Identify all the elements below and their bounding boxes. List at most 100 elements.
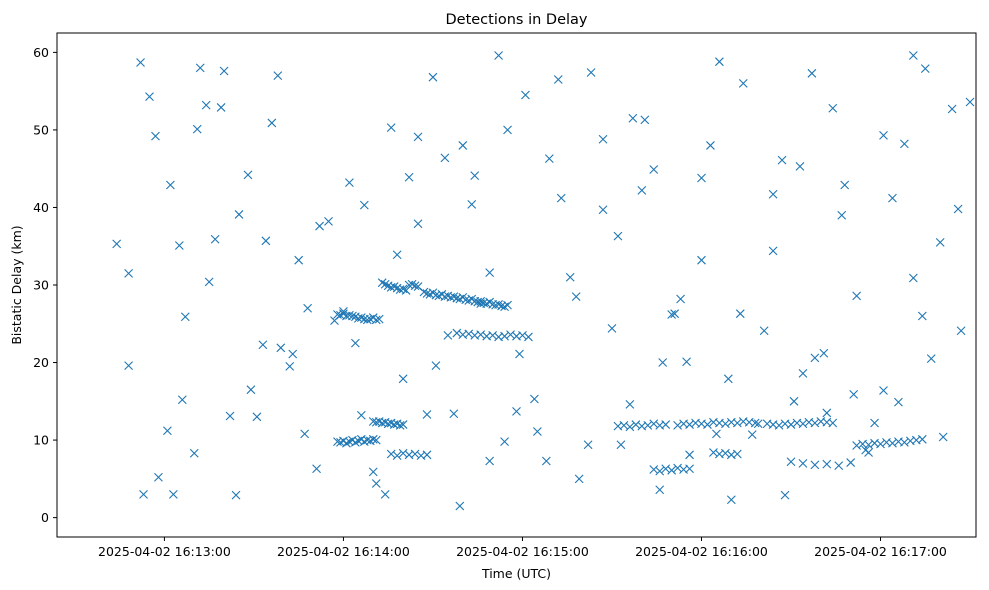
detection-point [795, 161, 805, 171]
detection-point [512, 406, 521, 416]
detection-point [956, 326, 966, 336]
detection-point [750, 418, 760, 428]
detection-point [345, 178, 354, 188]
detection-point [234, 210, 244, 219]
detection-point [637, 186, 647, 195]
detection-point [565, 272, 575, 282]
detection-point [500, 302, 509, 312]
detection-point [398, 420, 408, 429]
detection-point [852, 291, 862, 301]
detection-point [786, 457, 796, 467]
detection-point [908, 273, 918, 283]
detection-point [300, 429, 310, 439]
detection-point [619, 420, 629, 430]
detection-point [828, 103, 838, 113]
detection-point [443, 331, 453, 340]
detection-point [392, 451, 402, 460]
detection-point [243, 170, 253, 180]
detection-point [649, 419, 659, 429]
detection-point [201, 100, 211, 110]
detection-point [598, 205, 608, 215]
detection-point [500, 437, 509, 447]
detection-point [965, 97, 975, 107]
detection-point [879, 130, 888, 140]
detection-point [834, 461, 844, 471]
detection-point [455, 501, 465, 511]
detection-point [413, 219, 423, 229]
detection-point [303, 303, 313, 313]
detection-point [607, 324, 617, 333]
detection-point [917, 311, 927, 321]
detection-point [697, 255, 706, 265]
detection-point [139, 489, 148, 499]
detection-point [649, 165, 659, 174]
detection-point [151, 131, 160, 141]
detection-point [530, 394, 539, 404]
detection-point [544, 154, 554, 164]
y-tick-label: 40 [33, 200, 49, 215]
detection-point [356, 313, 366, 322]
y-axis: 0 10 20 30 40 50 60 [33, 45, 57, 525]
detection-point [440, 153, 450, 163]
detection-point [837, 210, 847, 220]
detection-point [786, 420, 796, 429]
detection-point [371, 315, 381, 325]
detection-point [404, 172, 414, 182]
detection-point [879, 386, 888, 395]
detection-point [685, 450, 694, 460]
detection-point [819, 348, 829, 358]
detection-point [917, 434, 927, 444]
detection-point [362, 315, 372, 325]
detection-point [661, 420, 671, 429]
y-tick-label: 10 [33, 433, 49, 448]
detection-point [768, 189, 778, 199]
chart-title: Detections in Delay [445, 12, 587, 28]
detection-point [348, 311, 357, 321]
detection-point [598, 134, 608, 144]
detection-point [685, 420, 694, 429]
detection-point [574, 474, 584, 484]
detection-point [894, 397, 903, 407]
y-tick-label: 30 [33, 278, 49, 293]
detection-point [359, 200, 369, 210]
detection-point [625, 422, 635, 432]
detection-point [888, 193, 897, 203]
detection-point [324, 217, 333, 226]
detection-point [613, 231, 623, 241]
detection-point [732, 418, 742, 428]
detection-point [163, 426, 172, 436]
x-tick-label: 2025-04-02 16:15:00 [456, 544, 589, 559]
detection-point [380, 489, 390, 499]
detection-point [189, 448, 199, 458]
detection-point [807, 68, 817, 78]
detection-point [124, 361, 133, 371]
detection-point [449, 292, 459, 302]
detection-point [631, 420, 641, 429]
detection-point [258, 340, 268, 350]
detection-point [231, 490, 241, 500]
detection-point [810, 353, 820, 363]
detection-point [768, 246, 778, 256]
detection-point [518, 331, 527, 340]
detection-point [661, 464, 671, 474]
detection-point [154, 472, 163, 482]
detection-point [670, 309, 680, 319]
detection-point [640, 115, 650, 125]
detection-point [697, 173, 706, 183]
detection-point [673, 420, 683, 430]
detection-point [521, 90, 530, 100]
y-tick-label: 0 [41, 510, 49, 525]
detection-point [339, 306, 348, 316]
detection-point [616, 440, 626, 450]
detection-point [145, 92, 154, 101]
detection-point [419, 287, 429, 297]
detection-point [541, 456, 551, 466]
detection-point [706, 141, 715, 150]
detection-point [422, 410, 432, 419]
detection-point [261, 236, 271, 246]
detection-point [822, 459, 832, 469]
y-axis-label: Bistatic Delay (km) [9, 225, 24, 344]
detection-point [192, 124, 202, 134]
detection-point [780, 490, 790, 500]
